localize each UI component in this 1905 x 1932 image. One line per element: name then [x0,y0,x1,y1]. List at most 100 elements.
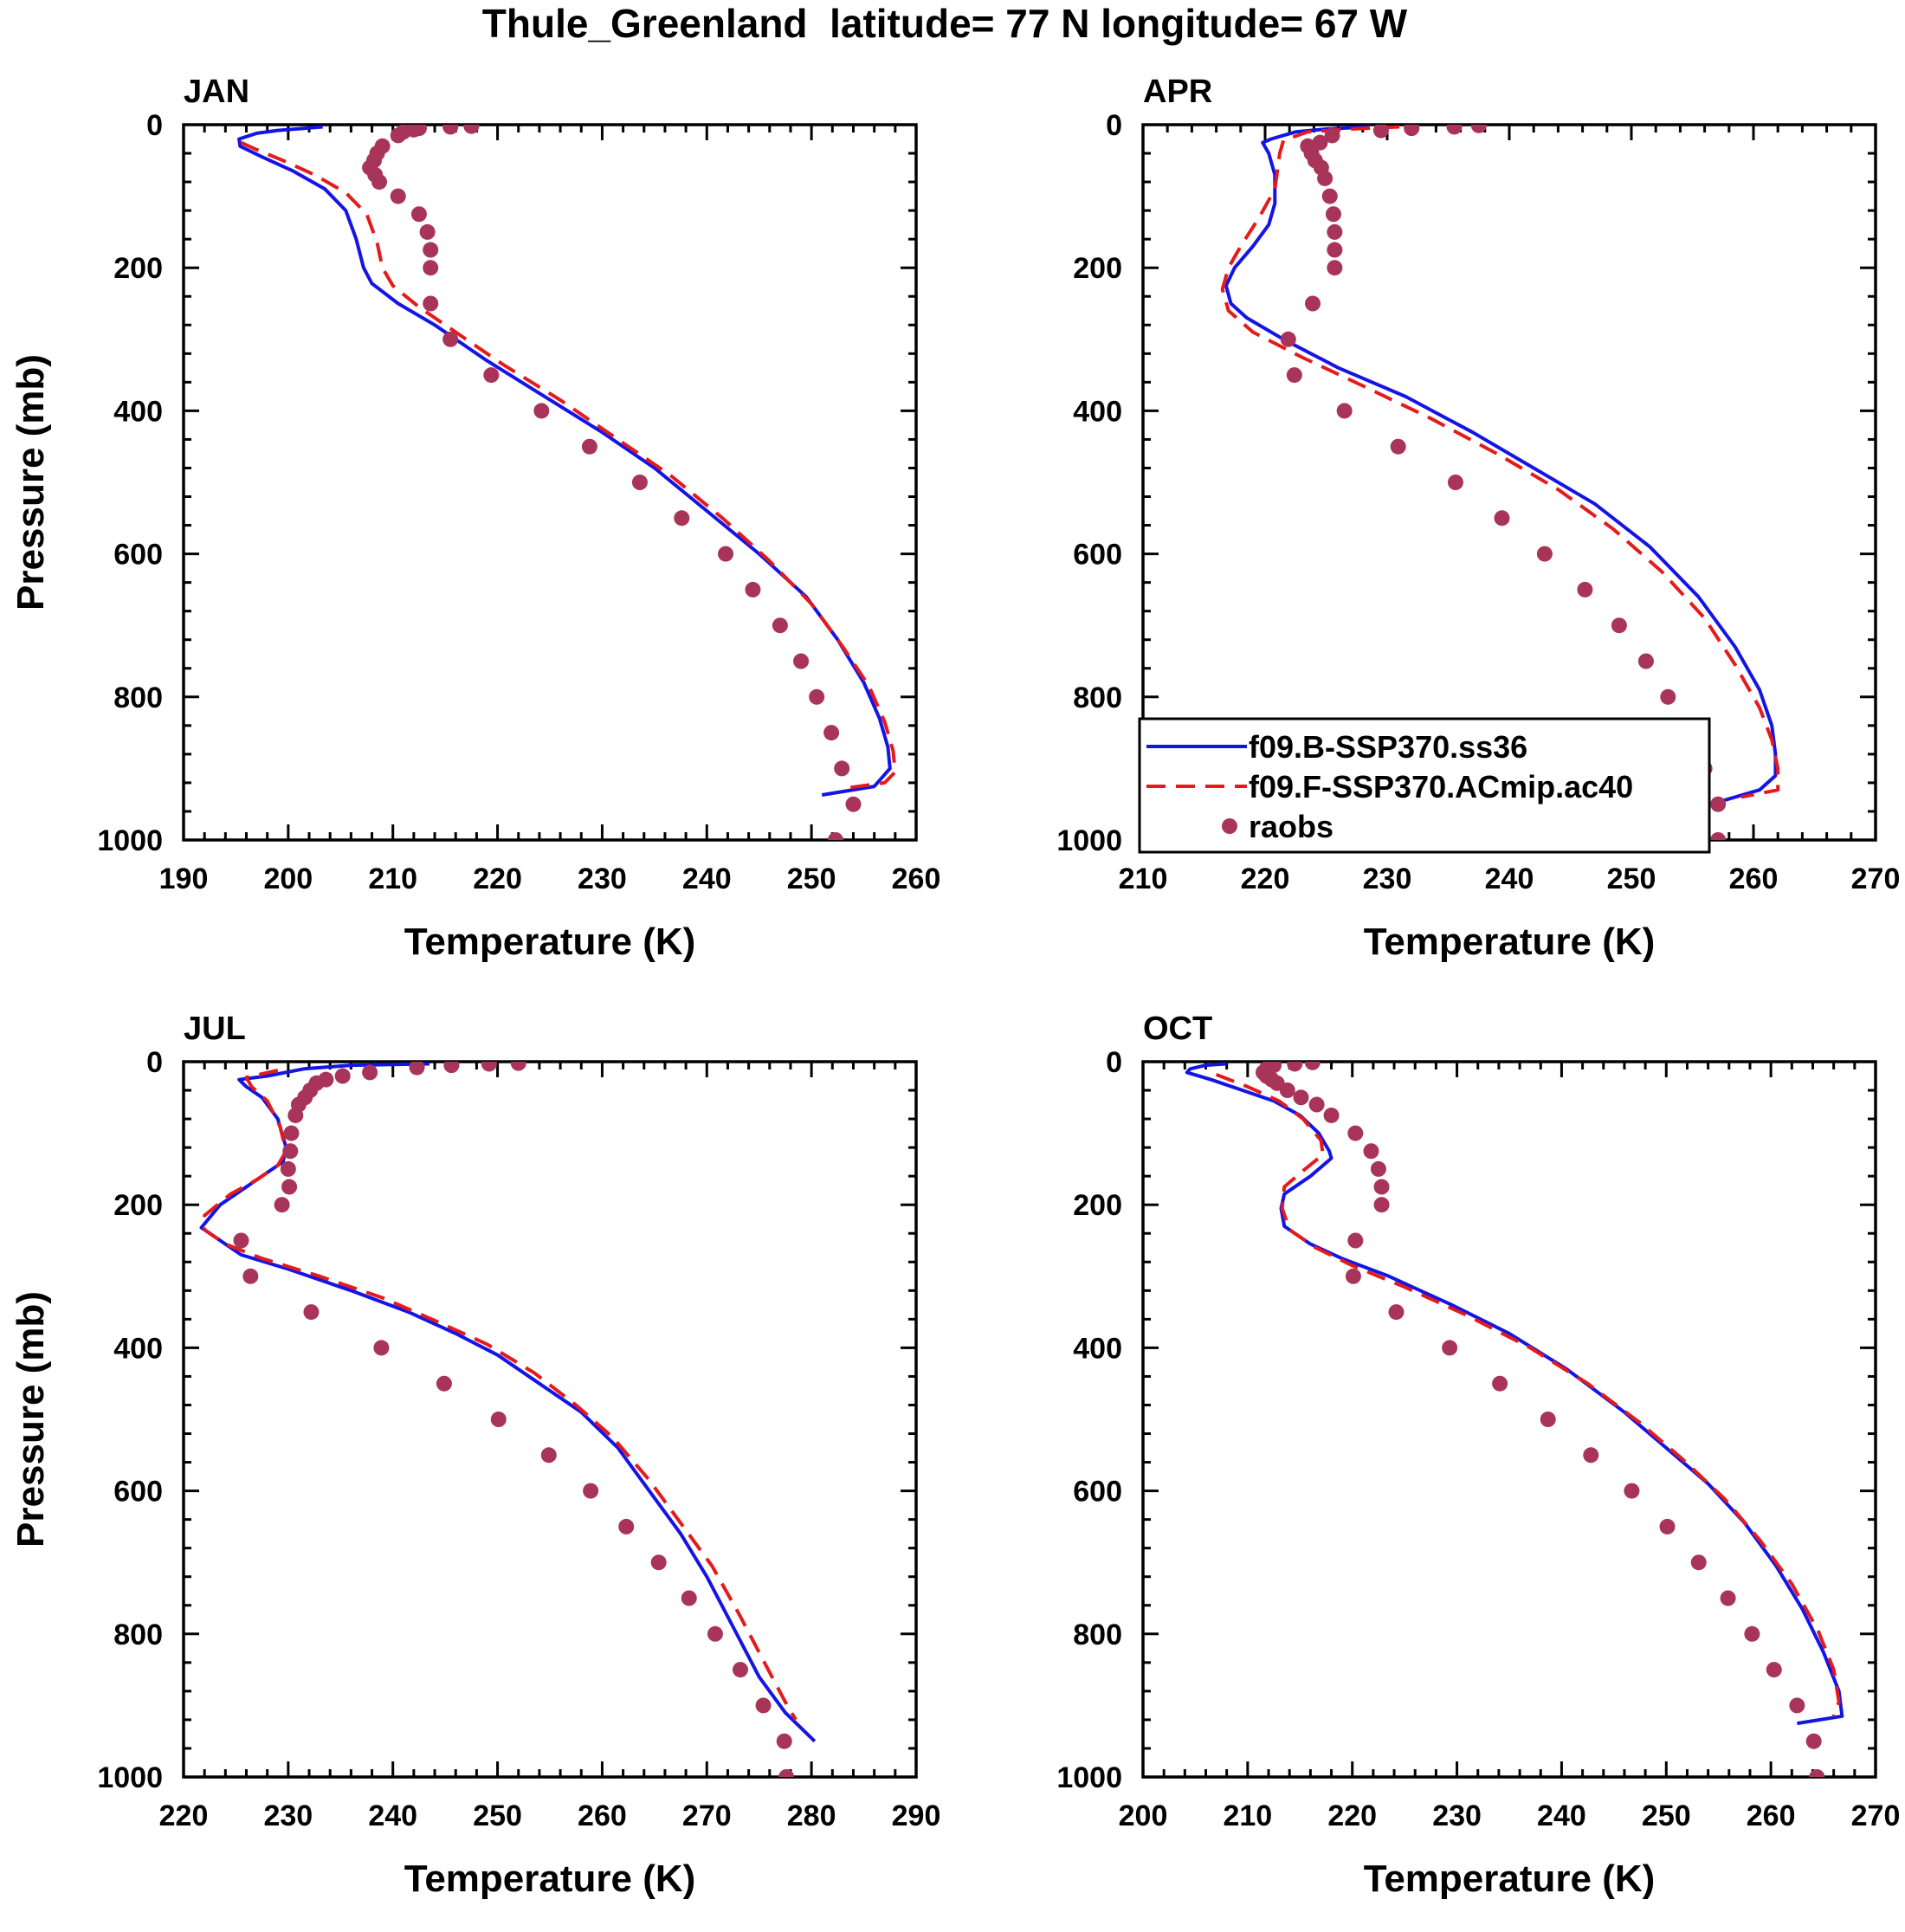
raobs-point [1308,1096,1325,1113]
x-tick-label: 190 [159,863,209,895]
x-axis-label: Temperature (K) [1364,921,1656,963]
raobs-point [442,331,459,347]
raobs-point [1287,1062,1303,1072]
y-tick-label: 200 [1073,1189,1122,1222]
raobs-point [1446,125,1463,135]
raobs-point [1789,1697,1805,1714]
panel-oct: OCT 200 210 220 230 240 250 260 270 0 200 400 600 800… [1056,1011,1900,1900]
raobs-point [283,1125,300,1141]
panel-jul: JUL 220 230 240 250 260 270 280 290 0 200 400 600 800… [10,1011,940,1900]
raobs-point [1744,1625,1760,1642]
raobs-point [242,1268,259,1284]
y-tick-label: 600 [113,1476,163,1509]
panels: JAN 190 200 210 220 230 240 250 260 0 200 400 600 800… [10,74,1900,1900]
raobs-point [1327,223,1343,240]
raobs-point [1370,1160,1386,1177]
x-tick-label: 230 [1432,1800,1482,1832]
raobs-point [1577,581,1593,598]
raobs-point [1805,1733,1822,1749]
raobs-point [1293,1089,1309,1106]
raobs-point [274,1197,290,1213]
raobs-point [583,1483,599,1499]
y-tick-label: 200 [113,252,163,285]
plot-frame [1141,1060,1877,1779]
raobs-point [1324,127,1340,144]
y-tick-label: 600 [1073,1476,1122,1509]
x-tick-label: 220 [159,1800,209,1832]
raobs-point [423,295,439,312]
x-tick-label: 220 [473,863,522,895]
x-tick-label: 210 [1119,863,1168,895]
raobs-point [282,1143,299,1160]
raobs-point [1660,688,1676,705]
x-axis-label: Temperature (K) [404,1858,696,1900]
plot-frame [182,1060,918,1779]
raobs-point [481,1062,497,1072]
y-tick-label: 200 [113,1189,163,1222]
raobs-point [772,617,788,634]
series-b-ssp370-line [199,1062,817,1743]
raobs-point [1390,438,1406,455]
y-tick-label: 400 [113,395,163,428]
raobs-point [745,581,761,598]
y-tick-label: 600 [113,539,163,572]
figure-title: Thule_Greenland latitude= 77 N longitude… [482,1,1408,46]
series-b-ssp370-line [1185,1062,1844,1726]
raobs-point [1710,796,1727,812]
y-tick-label: 400 [1073,1332,1122,1365]
y-tick-label: 800 [113,682,163,714]
raobs-point [755,1697,772,1714]
raobs-point [1279,1082,1295,1099]
x-tick-label: 200 [1119,1800,1168,1832]
y-tick-label: 600 [1073,539,1122,572]
legend: f09.B-SSP370.ss36 f09.F-SSP370.ACmip.ac40… [1138,717,1711,854]
raobs-point [1659,1518,1676,1535]
series-raobs [1280,125,1727,840]
x-tick-label: 210 [368,863,417,895]
y-tick-label: 1000 [97,1761,163,1794]
raobs-point [650,1554,667,1571]
y-tick-label: 800 [113,1619,163,1651]
raobs-point [410,206,427,223]
x-axis-label: Temperature (K) [1364,1858,1656,1900]
raobs-point [1540,1412,1556,1427]
y-tick-label: 1000 [1056,824,1122,857]
raobs-point [1690,1554,1707,1571]
y-tick-label: 0 [146,109,163,142]
series-raobs [1255,1062,1825,1777]
raobs-point [1494,510,1510,527]
raobs-point [390,127,406,144]
y-tick-label: 0 [1106,109,1122,142]
raobs-point [423,242,439,258]
raobs-point [809,688,825,705]
raobs-point [1280,331,1296,347]
raobs-point [442,125,459,135]
raobs-point [1321,188,1338,204]
raobs-point [1720,1590,1736,1606]
raobs-point [373,1340,390,1356]
x-tick-label: 230 [1363,863,1412,895]
raobs-point [443,1062,460,1074]
raobs-point [390,188,406,204]
raobs-point [845,796,862,812]
raobs-point [533,403,550,419]
series-b-ssp370-line [237,125,892,797]
raobs-point [1345,1268,1361,1284]
raobs-point [362,1064,378,1081]
x-axis-label: Temperature (K) [404,921,696,963]
raobs-point [1312,134,1328,151]
raobs-point [1447,475,1463,490]
raobs-point [1404,125,1420,137]
x-tick-label: 260 [1747,1800,1796,1832]
x-tick-label: 240 [1537,1800,1586,1832]
legend-label: f09.B-SSP370.ss36 [1249,729,1527,765]
legend-label: raobs [1249,809,1334,844]
x-tick-label: 240 [682,863,732,895]
y-tick-label: 1000 [97,824,163,857]
panel-title-apr: APR [1143,74,1212,110]
series-b-ssp370-line [1224,125,1778,803]
raobs-point [631,475,648,490]
y-tick-label: 400 [1073,395,1122,428]
x-tick-label: 200 [263,863,313,895]
raobs-point [540,1447,557,1464]
